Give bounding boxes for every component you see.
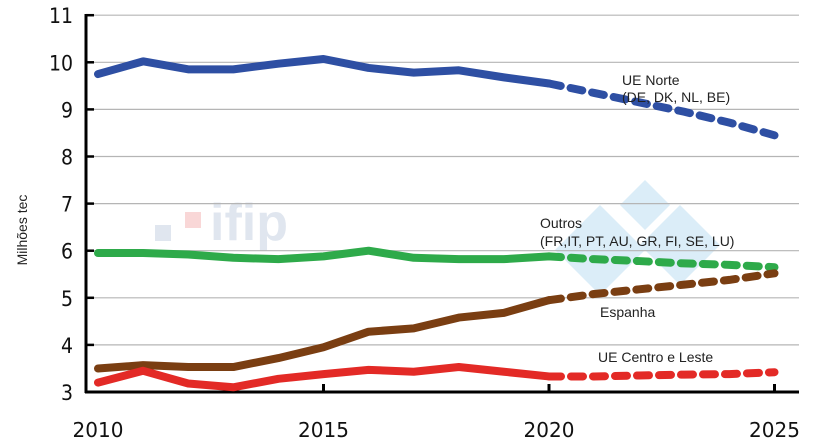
- y-tick-label: 8: [61, 146, 73, 170]
- series-label: Outros: [540, 215, 582, 231]
- y-tick-label: 11: [49, 4, 73, 28]
- series-line-2: [94, 296, 553, 373]
- x-tick-label: 2010: [73, 418, 124, 442]
- y-tick-label: 9: [61, 98, 73, 122]
- y-tick-label: 5: [61, 287, 73, 311]
- y-tick-label: 6: [61, 240, 73, 264]
- y-tick-label: 4: [61, 334, 73, 358]
- series-projection-3: [545, 368, 779, 381]
- series-line-3: [94, 363, 553, 392]
- series-sublabel: (DE, DK, NL, BE): [622, 89, 730, 105]
- series-label: Espanha: [600, 304, 655, 320]
- series-line-1: [94, 246, 553, 264]
- series-label: UE Norte: [622, 72, 680, 88]
- series-projection-2: [545, 269, 779, 305]
- series-projection-1: [545, 252, 779, 272]
- x-tick-label: 2025: [749, 418, 800, 442]
- y-axis-label: Milhões tec: [14, 195, 30, 266]
- x-tick-label: 2015: [298, 418, 349, 442]
- series-sublabel: (FR,IT, PT, AU, GR, FI, SE, LU): [540, 233, 734, 249]
- series-projection-0: [545, 79, 779, 140]
- series-line-0: [94, 55, 553, 88]
- y-tick-label: 7: [61, 193, 73, 217]
- svg-text:ifip: ifip: [210, 194, 288, 252]
- y-tick-label: 3: [61, 381, 73, 405]
- y-tick-label: 10: [49, 51, 73, 75]
- series-label: UE Centro e Leste: [598, 349, 713, 365]
- x-tick-label: 2020: [524, 418, 575, 442]
